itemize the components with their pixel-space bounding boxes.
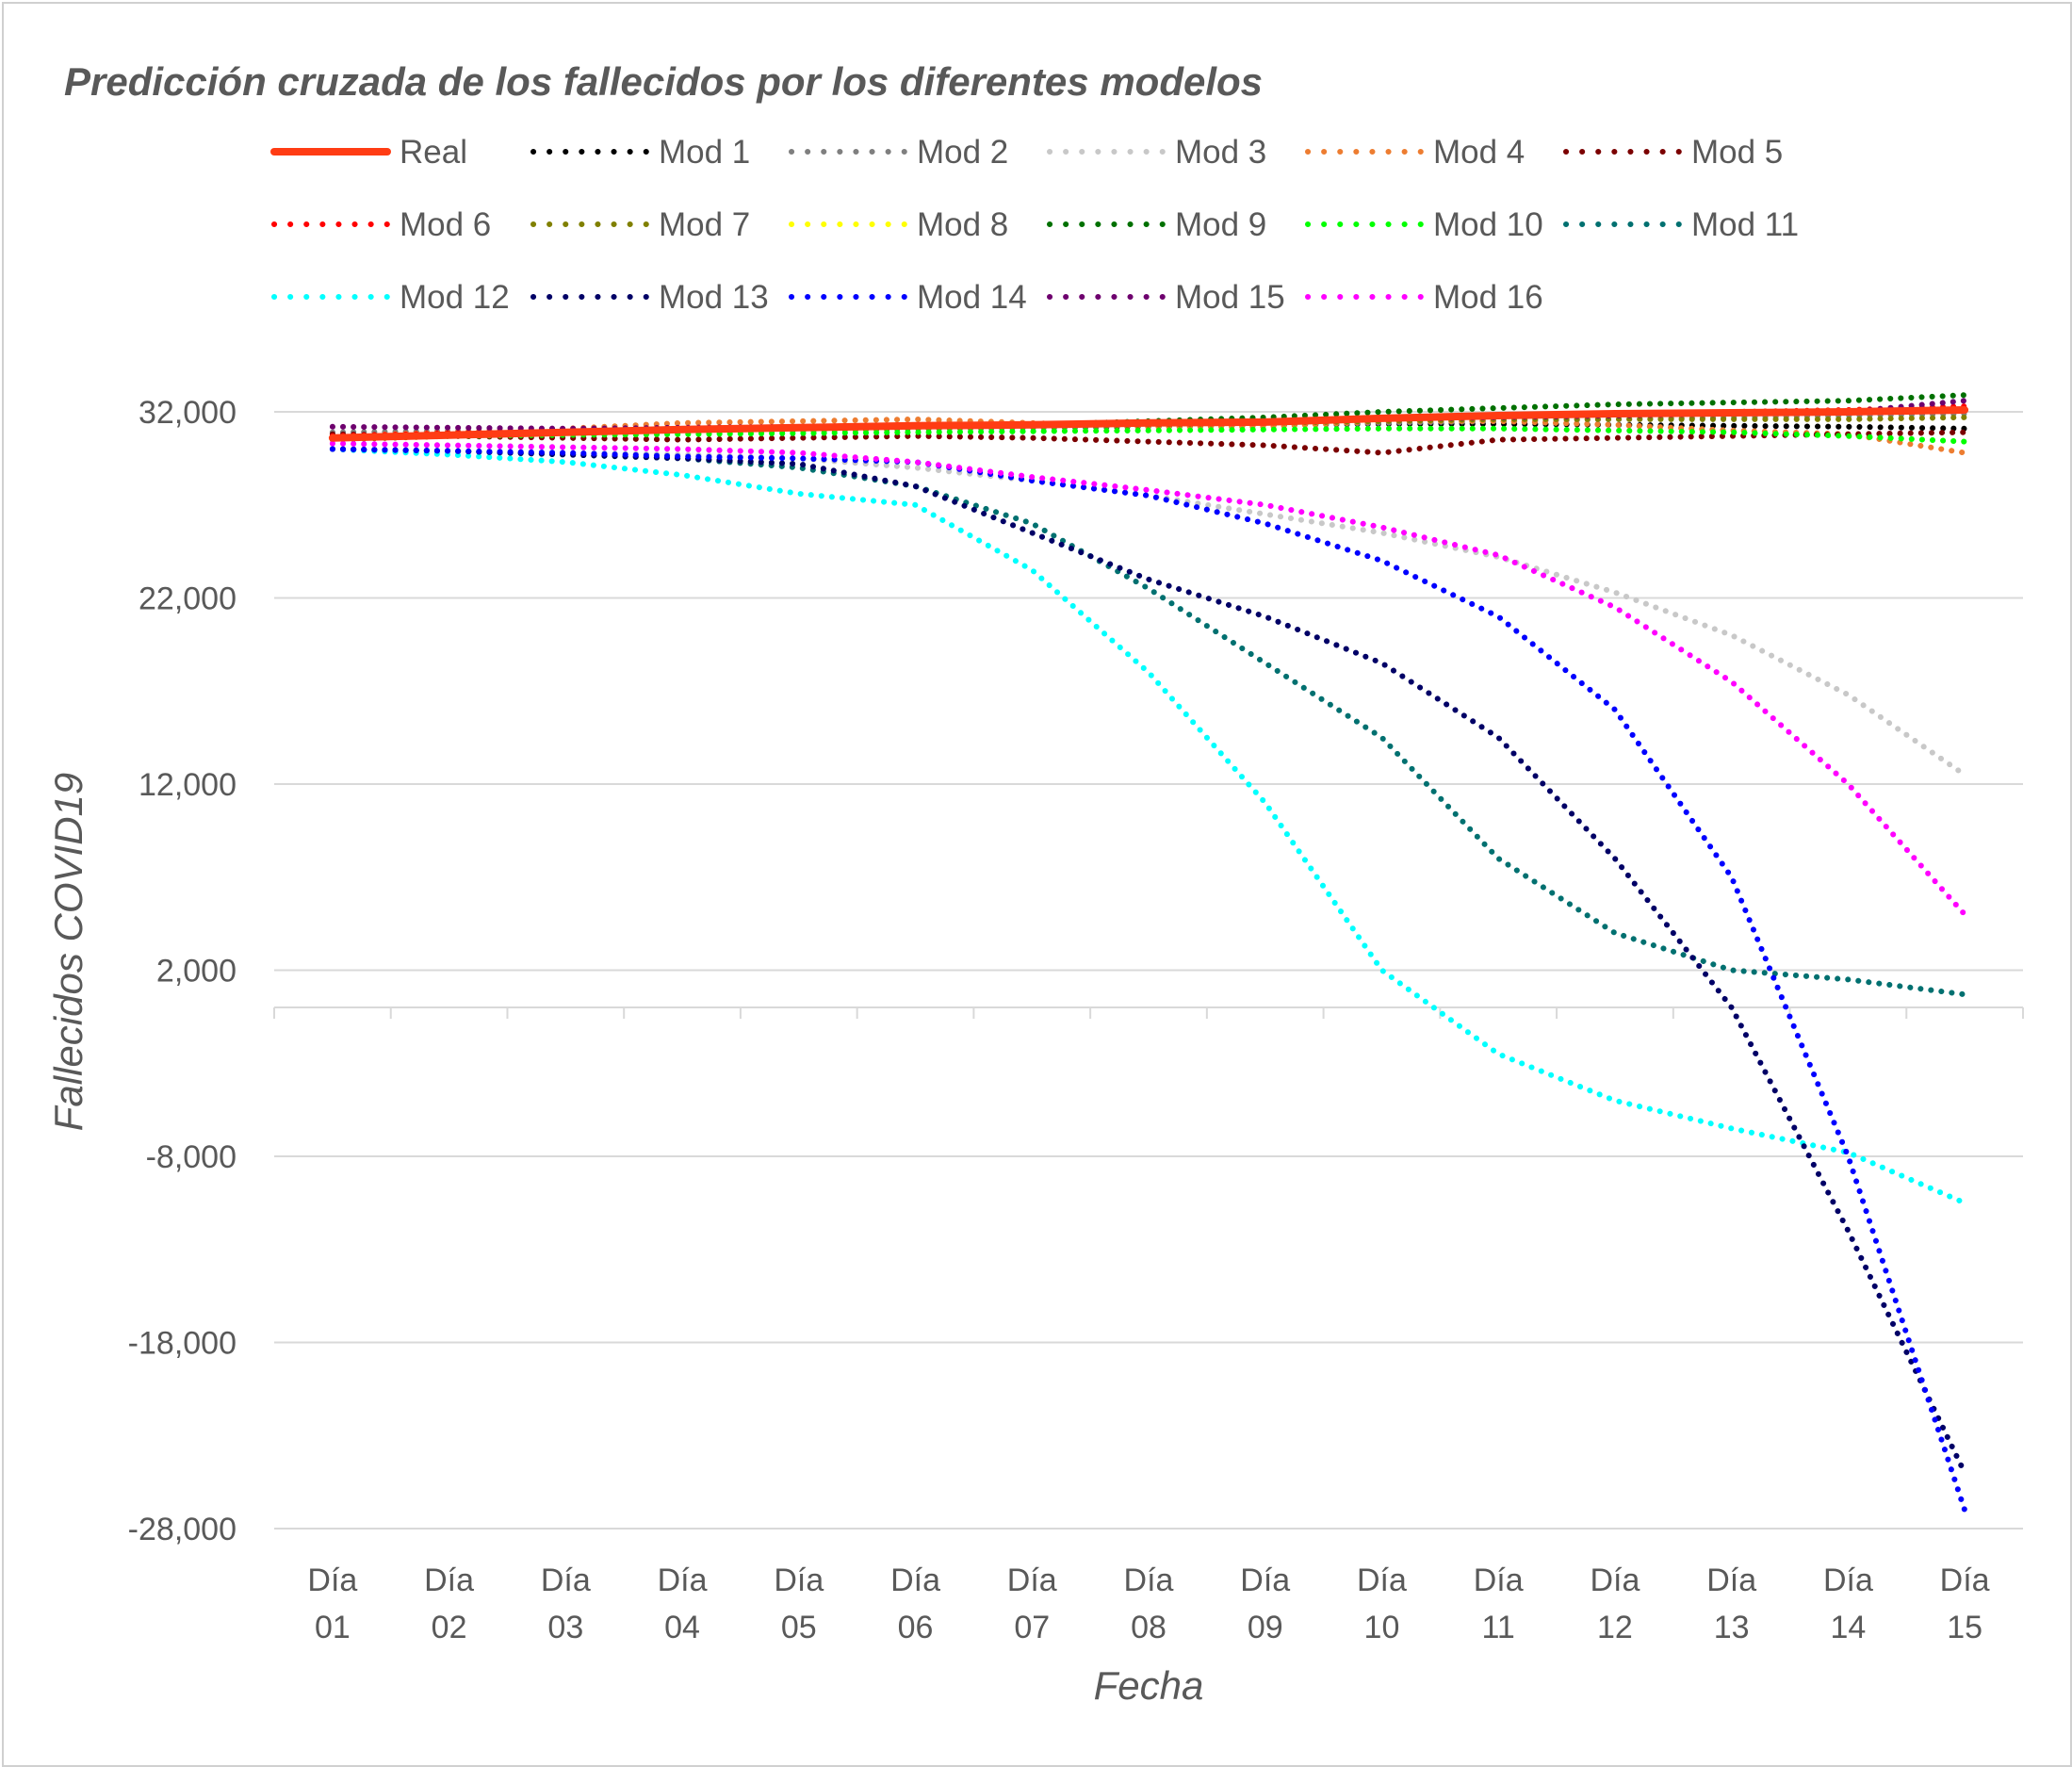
x-tick-label: Día 06 xyxy=(890,1562,940,1645)
x-tick-label: Día 01 xyxy=(307,1562,357,1645)
y-tick-label: -28,000 xyxy=(128,1512,237,1547)
y-tick-label: -8,000 xyxy=(146,1139,237,1175)
x-tick-label: Día 04 xyxy=(658,1562,708,1645)
legend-label-mod-5: Mod 5 xyxy=(1691,134,1783,171)
chart-title: Predicción cruzada de los fallecidos por… xyxy=(64,59,1263,104)
y-tick-label: 2,000 xyxy=(156,954,237,990)
legend-label-mod-8: Mod 8 xyxy=(917,206,1008,243)
legend-label-mod-14: Mod 14 xyxy=(917,279,1027,316)
y-tick-label: -18,000 xyxy=(128,1326,237,1362)
legend-label-mod-1: Mod 1 xyxy=(659,134,750,171)
x-tick-label: Día 05 xyxy=(774,1562,824,1645)
legend: Real Mod 1 Mod 2 Mod 3 Mod 4 Mod 5 Mod 6 Mod 7 M… xyxy=(270,134,1799,316)
x-axis: Día 01 Día 02 Día 03 Día 04 Día 05 Día 06 Día 07 Día 08… xyxy=(273,1006,2024,1645)
legend-label-mod-15: Mod 15 xyxy=(1175,279,1285,316)
x-tick-label: Día 12 xyxy=(1590,1562,1640,1645)
x-tick-label: Día 09 xyxy=(1240,1562,1290,1645)
series-line-mod-13 xyxy=(329,446,1968,1476)
x-axis-title: Fecha xyxy=(1094,1663,1204,1708)
series-lines xyxy=(328,392,1969,1513)
series-line-real xyxy=(328,406,1969,442)
legend-label-real: Real xyxy=(400,134,467,171)
legend-label-mod-16: Mod 16 xyxy=(1433,279,1543,316)
legend-label-mod-13: Mod 13 xyxy=(659,279,769,316)
legend-label-mod-10: Mod 10 xyxy=(1433,206,1543,243)
legend-label-mod-7: Mod 7 xyxy=(659,206,750,243)
y-axis-ticks: 32,000 22,000 12,000 2,000 -8,000 -18,000 -28,… xyxy=(128,395,237,1547)
series-line-mod-5 xyxy=(329,429,1968,456)
x-tick-label: Día 02 xyxy=(424,1562,474,1645)
legend-label-mod-12: Mod 12 xyxy=(400,279,510,316)
series-line-mod-11 xyxy=(329,446,1968,998)
x-tick-label: Día 11 xyxy=(1474,1562,1524,1645)
series-line-mod-12 xyxy=(329,446,1968,1206)
x-tick-label: Día 08 xyxy=(1124,1562,1174,1645)
y-tick-label: 32,000 xyxy=(139,395,237,431)
x-tick-label: Día 14 xyxy=(1823,1562,1873,1645)
y-axis-title: Fallecidos COVID19 xyxy=(46,773,90,1131)
y-tick-label: 22,000 xyxy=(139,581,237,617)
legend-label-mod-4: Mod 4 xyxy=(1433,134,1525,171)
series-line-mod-14 xyxy=(329,446,1968,1513)
legend-label-mod-9: Mod 9 xyxy=(1175,206,1266,243)
legend-label-mod-11: Mod 11 xyxy=(1691,206,1799,243)
legend-label-mod-6: Mod 6 xyxy=(400,206,491,243)
legend-label-mod-3: Mod 3 xyxy=(1175,134,1266,171)
x-tick-label: Día 13 xyxy=(1706,1562,1756,1645)
legend-label-mod-2: Mod 2 xyxy=(917,134,1008,171)
y-tick-label: 12,000 xyxy=(139,767,237,803)
gridlines xyxy=(274,411,2023,1530)
x-tick-label: Día 15 xyxy=(1940,1562,1990,1645)
series-line-mod-16 xyxy=(329,440,1968,918)
x-tick-label: Día 10 xyxy=(1357,1562,1407,1645)
x-tick-label: Día 03 xyxy=(541,1562,591,1645)
x-tick-label: Día 07 xyxy=(1007,1562,1057,1645)
series-line-mod-3 xyxy=(329,446,1968,778)
